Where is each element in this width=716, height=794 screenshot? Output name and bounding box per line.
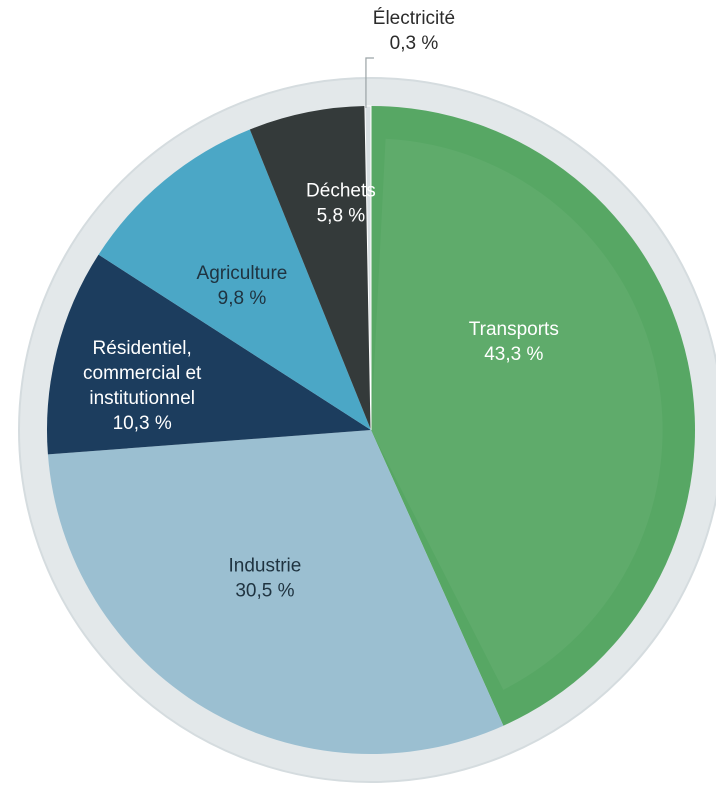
slice-value-electricite: 0,3 % xyxy=(390,33,439,54)
leader-line xyxy=(365,57,374,109)
slice-label-dechets: Déchets xyxy=(306,180,376,201)
slice-value-dechets: 5,8 % xyxy=(317,205,366,226)
slice-value-industrie: 30,5 % xyxy=(235,581,294,602)
slice-label-industrie: Industrie xyxy=(228,556,301,577)
slice-labels: Transports 43,3 % Industrie 30,5 % Résidenti… xyxy=(83,180,559,601)
callouts: Électricité 0,3 % xyxy=(365,8,455,109)
slice-label-residentiel-commercial-et-institutionnel: commercial et xyxy=(83,363,202,384)
slice-agriculture xyxy=(98,129,371,431)
slice-label-agriculture: Agriculture xyxy=(197,263,288,284)
slice-residentiel-commercial-et-institutionnel xyxy=(47,254,371,455)
slice-label-residentiel-commercial-et-institutionnel: Résidentiel, xyxy=(93,338,192,359)
slice-value-transports: 43,3 % xyxy=(484,344,543,365)
slice-label-residentiel-commercial-et-institutionnel: institutionnel xyxy=(89,388,195,409)
slice-electricite xyxy=(364,105,372,431)
pie-slices xyxy=(47,105,695,754)
slice-value-agriculture: 9,8 % xyxy=(218,288,267,309)
slice-industrie xyxy=(47,430,504,754)
slice-transports xyxy=(371,106,695,726)
slice-label-electricite: Électricité xyxy=(373,8,455,29)
slice-dechets xyxy=(249,106,371,430)
slice-label-transports: Transports xyxy=(469,319,559,340)
slice-highlight xyxy=(371,138,663,690)
slice-value-residentiel-commercial-et-institutionnel: 10,3 % xyxy=(113,413,172,434)
